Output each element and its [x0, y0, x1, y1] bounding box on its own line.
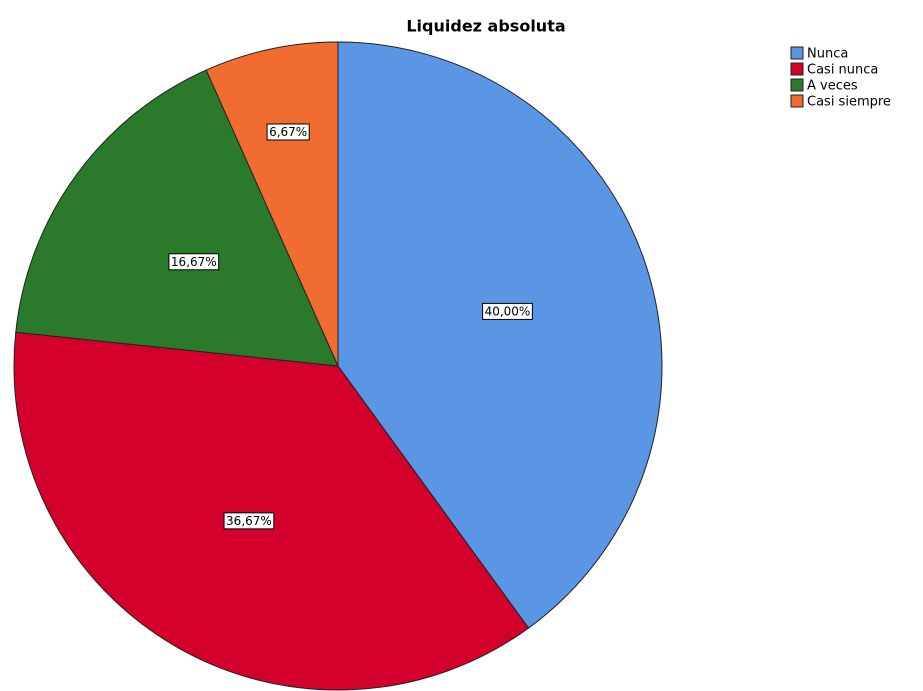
pie-slice	[337, 41, 663, 629]
data-label: 6,67%	[266, 123, 310, 141]
chart-title: Liquidez absoluta	[406, 17, 565, 36]
data-label: 36,67%	[223, 512, 275, 530]
pie-slice	[13, 331, 530, 691]
legend-swatch	[790, 62, 804, 76]
data-label-box	[168, 253, 220, 271]
data-label-box	[266, 123, 310, 141]
legend-label: Casi siempre	[807, 95, 891, 110]
pie-slice	[205, 41, 339, 367]
data-label-box	[223, 512, 275, 530]
legend-label: Nunca	[807, 47, 848, 62]
data-label: 40,00%	[482, 302, 533, 320]
data-label-text: 16,67%	[171, 255, 217, 269]
pie-slice	[15, 69, 339, 367]
data-label-box	[482, 302, 533, 320]
data-label-text: 6,67%	[269, 125, 307, 139]
data-label: 16,67%	[168, 253, 220, 271]
legend-swatch	[790, 46, 804, 60]
data-label-text: 40,00%	[485, 304, 531, 318]
legend-swatch	[790, 94, 804, 108]
data-label-text: 36,67%	[226, 514, 272, 528]
legend-swatch	[790, 78, 804, 92]
legend-label: A veces	[807, 79, 858, 94]
legend-label: Casi nunca	[807, 63, 878, 78]
